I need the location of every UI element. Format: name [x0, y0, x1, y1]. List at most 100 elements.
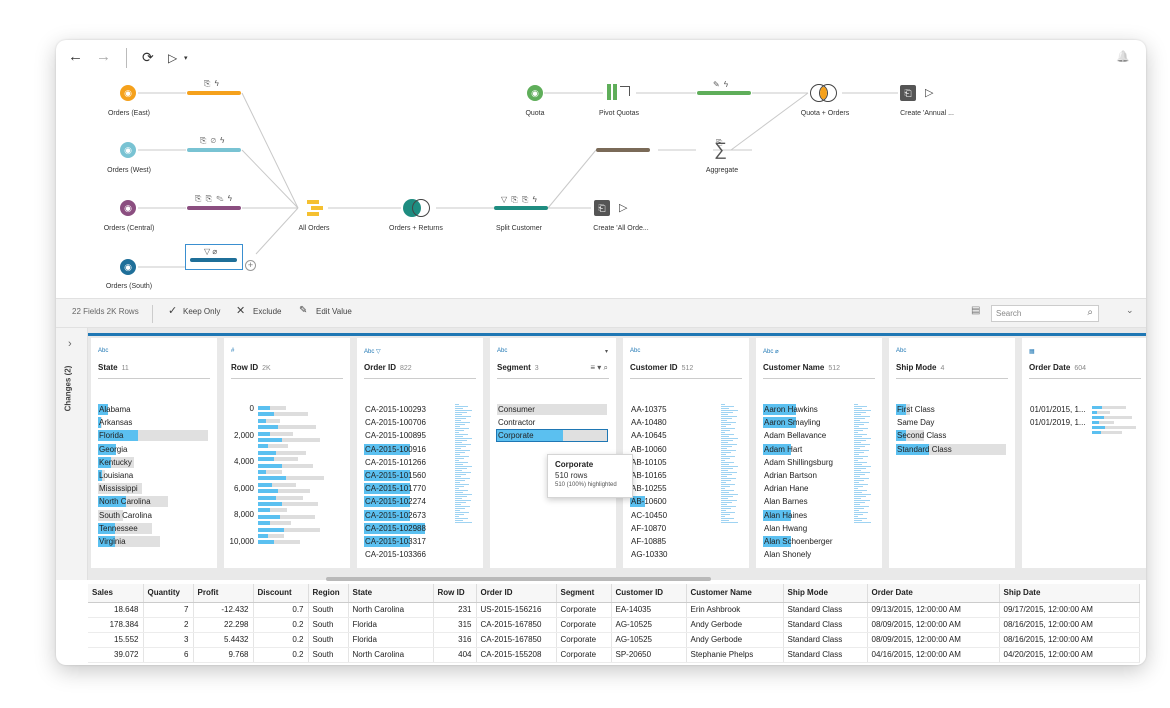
clean-step-quota[interactable]	[697, 91, 751, 95]
value-row[interactable]: Contractor	[497, 417, 607, 428]
column-header[interactable]: Discount	[253, 584, 309, 603]
run-output-icon[interactable]: ▷	[619, 202, 628, 214]
aggregate-icon[interactable]: ∑	[714, 139, 727, 159]
clean-step-central[interactable]	[187, 206, 241, 210]
refresh-icon[interactable]: ⟳	[142, 49, 154, 65]
exclude-button[interactable]: Exclude	[253, 307, 282, 316]
table-cell[interactable]: 15.552	[88, 632, 144, 648]
histogram-bar[interactable]	[258, 502, 318, 506]
value-row[interactable]: AF-10870	[630, 523, 740, 534]
add-step-icon[interactable]: +	[245, 260, 256, 271]
view-toggle-icon[interactable]: ▤	[971, 305, 981, 316]
table-cell[interactable]: 18.648	[88, 602, 144, 618]
value-row[interactable]: AF-10885	[630, 536, 740, 547]
table-cell[interactable]: South	[308, 632, 349, 648]
table-row[interactable]: 39.072 6 9.768 0.2 South North Carolina 404 CA-…	[88, 647, 1140, 663]
value-row[interactable]: Adam Hart	[763, 443, 873, 455]
histogram-bar[interactable]	[258, 418, 280, 423]
value-row[interactable]: 01/01/2015, 1...	[1029, 404, 1139, 415]
clean-step-west[interactable]	[187, 148, 241, 152]
profile-card[interactable]: ▦ Order Date 604 01/01/2015, 1... 01/01/2019…	[1022, 338, 1146, 568]
back-icon[interactable]: ←	[68, 48, 83, 65]
clean-step-east[interactable]	[187, 91, 241, 95]
table-cell[interactable]: 08/09/2015, 12:00:00 AM	[867, 617, 1000, 633]
table-cell[interactable]: South	[308, 617, 349, 633]
column-header[interactable]: Customer ID	[611, 584, 687, 603]
value-row[interactable]: CA-2015-100293	[364, 404, 474, 415]
table-cell[interactable]: Standard Class	[783, 647, 868, 663]
table-cell[interactable]: Standard Class	[783, 632, 868, 648]
value-row[interactable]: Adam Bellavance	[763, 430, 873, 441]
value-row[interactable]: Alan Hwang	[763, 523, 873, 534]
run-flow-icon[interactable]: ▷	[168, 51, 178, 65]
table-cell[interactable]: SP-20650	[611, 647, 687, 663]
value-row[interactable]: First Class	[896, 404, 1006, 415]
value-row[interactable]: CA-2015-100916	[364, 443, 474, 455]
table-cell[interactable]: Andy Gerbode	[686, 632, 784, 648]
histogram-bar[interactable]	[258, 482, 296, 487]
column-header[interactable]: State	[348, 584, 434, 603]
value-row[interactable]: South Carolina	[98, 509, 208, 521]
output-icon[interactable]: ⎗	[594, 200, 610, 216]
value-row[interactable]: CA-2015-103366	[364, 549, 474, 560]
table-cell[interactable]: 5.4432	[193, 632, 254, 648]
histogram-bar[interactable]	[258, 521, 291, 526]
table-cell[interactable]: Corporate	[556, 647, 612, 663]
value-row[interactable]: AG-10330	[630, 549, 740, 560]
table-cell[interactable]: 0.7	[253, 602, 309, 618]
profile-card[interactable]: Abc ⌀ Customer Name 512 Aaron Hawkins Aaron …	[756, 338, 882, 568]
histogram-bar[interactable]	[258, 514, 315, 519]
expand-icon[interactable]: ›	[68, 338, 72, 350]
value-row[interactable]: CA-2015-101560	[364, 470, 474, 481]
value-row[interactable]: Kentucky	[98, 456, 208, 468]
table-cell[interactable]: EA-14035	[611, 602, 687, 618]
value-row[interactable]: Standard Class	[896, 443, 1006, 455]
value-row[interactable]: CA-2015-103317	[364, 536, 474, 547]
histogram-bar[interactable]	[258, 406, 286, 410]
search-input[interactable]: Search ⌕	[991, 305, 1099, 322]
input-node-quota[interactable]: ◉	[527, 85, 543, 101]
clean-step-south-selected[interactable]: ▽ ⌀	[185, 244, 243, 270]
value-row[interactable]: Corporate	[496, 429, 608, 443]
input-node-south[interactable]: ◉	[120, 259, 136, 275]
value-row[interactable]: Adrian Bartson	[763, 470, 873, 481]
table-cell[interactable]: 08/09/2015, 12:00:00 AM	[867, 632, 1000, 648]
table-cell[interactable]: CA-2015-167850	[476, 617, 557, 633]
value-row[interactable]: Alan Barnes	[763, 496, 873, 507]
table-cell[interactable]: Andy Gerbode	[686, 617, 784, 633]
value-row[interactable]: AC-10450	[630, 510, 740, 521]
field-header[interactable]: Order ID 822	[364, 363, 412, 372]
table-cell[interactable]: North Carolina	[348, 602, 434, 618]
table-cell[interactable]: 08/16/2015, 12:00:00 AM	[999, 632, 1140, 648]
edit-value-button[interactable]: Edit Value	[316, 307, 352, 316]
table-cell[interactable]: 04/16/2015, 12:00:00 AM	[867, 647, 1000, 663]
value-row[interactable]: North Carolina	[98, 496, 208, 508]
value-row[interactable]: AA-10375	[630, 404, 740, 415]
value-row[interactable]: CA-2015-102673	[364, 509, 474, 521]
profile-card[interactable]: Abc ▽ Order ID 822 CA-2015-100293 CA-2015-10…	[357, 338, 483, 568]
value-row[interactable]: Alan Shonely	[763, 549, 873, 560]
histogram-bar[interactable]	[258, 476, 324, 481]
input-node-west[interactable]: ◉	[120, 142, 136, 158]
profile-card[interactable]: Abc Ship Mode 4 First Class Same Day Second C…	[889, 338, 1015, 568]
value-row[interactable]: Alabama	[98, 404, 208, 415]
table-cell[interactable]: 9.768	[193, 647, 254, 663]
pivot-icon[interactable]	[607, 84, 633, 101]
table-cell[interactable]: 04/20/2015, 12:00:00 AM	[999, 647, 1140, 663]
value-row[interactable]: CA-2015-100895	[364, 430, 474, 441]
table-cell[interactable]: South	[308, 602, 349, 618]
column-header[interactable]: Sales	[88, 584, 144, 603]
table-cell[interactable]: AG-10525	[611, 617, 687, 633]
histogram-bar[interactable]	[258, 527, 320, 532]
table-cell[interactable]: 09/13/2015, 12:00:00 AM	[867, 602, 1000, 618]
table-cell[interactable]: Erin Ashbrook	[686, 602, 784, 618]
value-row[interactable]: CA-2015-102274	[364, 496, 474, 508]
chevron-down-icon[interactable]: ⌄	[1126, 305, 1134, 315]
histogram-bar[interactable]	[258, 508, 287, 513]
histogram-bar[interactable]	[258, 438, 320, 442]
table-cell[interactable]: 404	[433, 647, 477, 663]
bell-icon[interactable]: 🔔	[1116, 51, 1130, 63]
table-cell[interactable]: CA-2015-155208	[476, 647, 557, 663]
field-header[interactable]: Customer ID 512	[630, 363, 693, 372]
table-cell[interactable]: North Carolina	[348, 647, 434, 663]
